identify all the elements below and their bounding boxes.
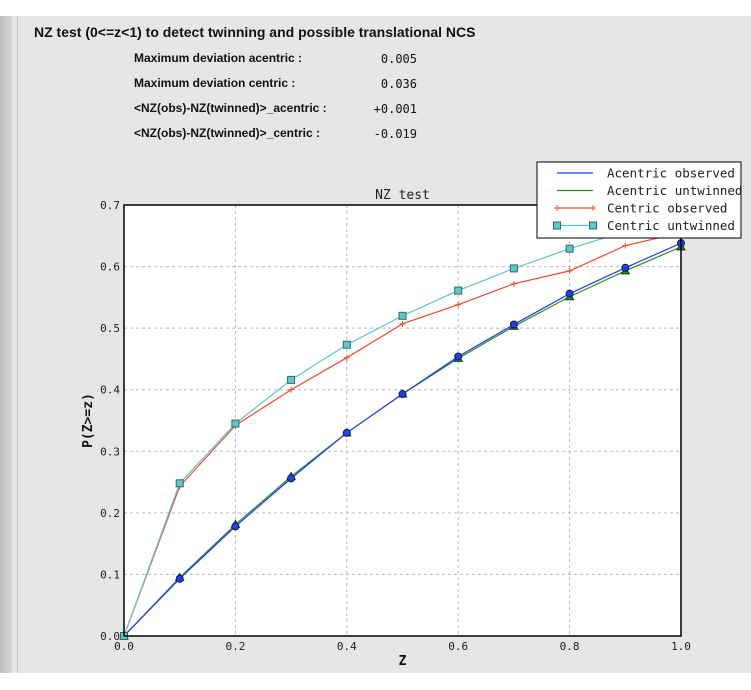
stat-value: 0.036 [380, 77, 417, 91]
data-point [621, 263, 630, 272]
data-point [398, 390, 407, 399]
chart-title: NZ test [375, 188, 430, 203]
legend-label: Acentric untwinned [607, 183, 742, 198]
y-tick-label: 0.7 [100, 199, 120, 212]
data-point [175, 479, 184, 488]
legend-marker [589, 221, 597, 230]
x-axis-label: Z [399, 654, 407, 669]
data-point [454, 286, 463, 295]
data-point [398, 311, 407, 320]
stat-value: -0.019 [373, 127, 417, 141]
x-tick-label: 0.8 [560, 640, 580, 653]
data-point [509, 320, 518, 329]
data-point [231, 522, 240, 531]
data-point [565, 244, 574, 253]
x-tick-label: 0.0 [114, 640, 134, 653]
stat-label: Maximum deviation centric : [134, 76, 296, 90]
left-scroll-strip[interactable] [0, 16, 12, 673]
y-tick-label: 0.2 [100, 507, 120, 520]
x-tick-label: 0.4 [337, 640, 357, 653]
y-tick-label: 0.3 [100, 445, 120, 458]
data-point [231, 419, 240, 428]
y-tick-label: 0.0 [100, 630, 120, 643]
data-point [287, 474, 296, 483]
x-tick-label: 1.0 [671, 640, 691, 653]
series-acentric-observed [120, 239, 685, 640]
stat-label: <NZ(obs)-NZ(twinned)>_centric : [134, 126, 321, 140]
data-point [454, 352, 463, 361]
data-point [175, 574, 184, 583]
legend: Acentric observed Acentric untwinned Centr… [536, 161, 742, 239]
plot-area [124, 205, 681, 636]
y-tick-label: 0.6 [100, 261, 120, 274]
y-tick-label: 0.4 [100, 384, 120, 397]
legend-box [536, 161, 742, 239]
y-axis-label: P(Z>=z) [81, 393, 96, 448]
data-point [342, 340, 351, 349]
legend-label: Acentric observed [607, 166, 735, 181]
y-tick-label: 0.5 [100, 322, 120, 335]
plot-frame [123, 204, 682, 637]
x-tick-label: 0.6 [448, 640, 468, 653]
legend-label: Centric untwinned [607, 218, 735, 233]
divider [17, 16, 18, 673]
data-point [287, 375, 296, 384]
y-tick-label: 0.1 [100, 568, 120, 581]
data-point [509, 264, 518, 273]
section-title: NZ test (0<=z<1) to detect twinning and … [34, 24, 476, 40]
stat-label: <NZ(obs)-NZ(twinned)>_acentric : [134, 101, 327, 115]
stat-value: +0.001 [373, 102, 417, 116]
stat-value: 0.005 [380, 52, 417, 66]
data-point [565, 289, 574, 298]
data-point [342, 428, 351, 437]
x-tick-label: 0.2 [225, 640, 245, 653]
stat-label: Maximum deviation acentric : [134, 51, 303, 65]
legend-label: Centric observed [607, 201, 727, 216]
legend-marker [553, 221, 561, 230]
